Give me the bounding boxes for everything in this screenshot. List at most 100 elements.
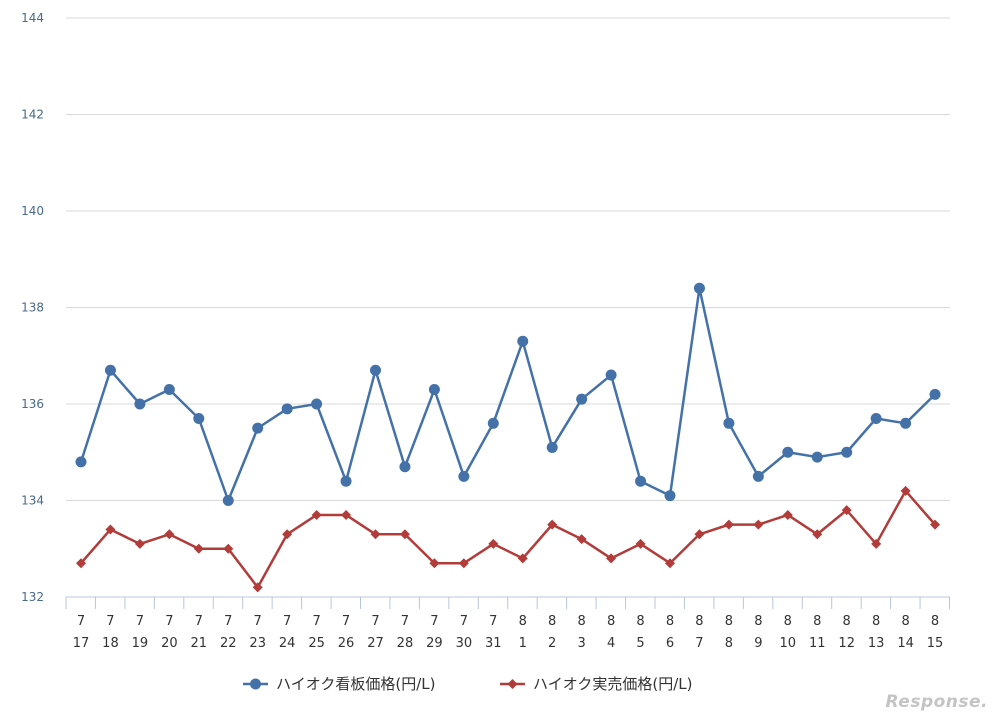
data-point	[370, 364, 381, 376]
x-tick-day: 9	[754, 636, 762, 651]
data-point	[134, 398, 146, 410]
x-tick-day: 27	[367, 636, 384, 651]
data-point	[930, 519, 941, 530]
data-point	[841, 446, 853, 458]
x-tick-day: 26	[338, 636, 355, 651]
data-point	[723, 519, 734, 530]
series-line	[80, 489, 936, 589]
data-point	[487, 417, 499, 429]
data-point	[75, 456, 87, 468]
legend-marker	[507, 679, 518, 689]
x-tick-day: 18	[102, 636, 119, 651]
x-tick-month: 8	[813, 614, 821, 629]
data-point	[76, 558, 86, 569]
data-point	[311, 398, 323, 410]
data-point	[105, 524, 116, 535]
x-tick-month: 7	[489, 614, 497, 629]
data-point	[517, 335, 529, 347]
x-tick-day: 15	[927, 636, 944, 651]
data-point	[752, 470, 764, 482]
x-tick-month: 7	[195, 614, 203, 629]
legend: ハイオク看板価格(円/L) ハイオク実売価格(円/L)	[243, 675, 693, 693]
x-tick-month: 8	[754, 614, 762, 629]
x-tick-day: 31	[485, 636, 502, 651]
x-tick-month: 8	[519, 614, 527, 629]
data-point	[694, 529, 705, 540]
x-tick-month: 8	[695, 614, 703, 629]
data-point	[723, 417, 735, 429]
data-point	[399, 529, 410, 540]
x-tick-day: 22	[220, 636, 237, 651]
data-point	[252, 422, 264, 434]
gridlines	[66, 17, 950, 501]
y-tick-label: 138	[21, 301, 44, 315]
legend-marker	[250, 678, 261, 690]
x-tick-month: 7	[106, 614, 114, 629]
data-point	[428, 384, 440, 396]
series-1	[75, 282, 941, 506]
data-point	[429, 558, 440, 569]
legend-item-2: ハイオク実売価格(円/L)	[500, 675, 693, 693]
x-tick-month: 7	[401, 614, 409, 629]
data-point	[900, 417, 912, 429]
x-tick-month: 7	[312, 614, 320, 629]
data-point	[811, 451, 823, 463]
data-point	[311, 509, 322, 520]
data-point	[606, 553, 617, 564]
x-tick-day: 10	[780, 636, 797, 651]
y-tick-label: 144	[21, 11, 44, 25]
data-point	[340, 475, 352, 487]
data-point	[458, 470, 470, 482]
x-tick-month: 8	[607, 614, 615, 629]
y-tick-label: 132	[21, 590, 44, 604]
x-tick-month: 8	[784, 614, 792, 629]
data-point	[693, 282, 705, 294]
x-tick-day: 11	[809, 636, 826, 651]
data-point	[841, 505, 852, 516]
series-lines	[75, 282, 941, 593]
x-tick-day: 30	[456, 636, 473, 651]
data-point	[576, 393, 588, 405]
data-point	[341, 509, 352, 520]
series-2	[76, 485, 941, 593]
x-tick-month: 7	[224, 614, 232, 629]
x-tick-day: 5	[636, 636, 644, 651]
x-tick-day: 25	[308, 636, 325, 651]
x-tick-day: 14	[897, 636, 914, 651]
data-point	[223, 543, 234, 554]
data-point	[104, 364, 116, 376]
data-point	[635, 475, 647, 487]
x-axis: 7177187197207217227237247257267277287297…	[65, 596, 950, 651]
data-point	[753, 519, 764, 530]
data-point	[252, 582, 263, 593]
x-tick-month: 7	[136, 614, 144, 629]
data-point	[399, 461, 411, 473]
x-tick-day: 29	[426, 636, 443, 651]
data-point	[812, 529, 823, 540]
x-tick-day: 3	[578, 636, 586, 651]
legend-label: ハイオク看板価格(円/L)	[276, 675, 436, 693]
data-point	[665, 558, 675, 569]
y-tick-label: 142	[21, 108, 44, 122]
x-tick-day: 23	[249, 636, 266, 651]
data-point	[635, 538, 646, 549]
data-point	[164, 529, 175, 540]
x-tick-month: 7	[283, 614, 291, 629]
data-point	[193, 543, 204, 554]
x-tick-day: 21	[191, 636, 208, 651]
series-line	[79, 286, 936, 502]
data-point	[193, 412, 205, 424]
x-tick-day: 1	[519, 636, 527, 651]
x-tick-day: 20	[161, 636, 178, 651]
y-tick-label: 136	[21, 397, 44, 411]
data-point	[782, 509, 793, 520]
x-tick-month: 7	[460, 614, 468, 629]
data-point	[134, 538, 145, 549]
x-tick-month: 7	[165, 614, 173, 629]
data-point	[281, 403, 293, 415]
x-tick-day: 12	[838, 636, 855, 651]
data-point	[870, 412, 882, 424]
data-point	[664, 490, 676, 502]
x-tick-day: 4	[607, 636, 615, 651]
